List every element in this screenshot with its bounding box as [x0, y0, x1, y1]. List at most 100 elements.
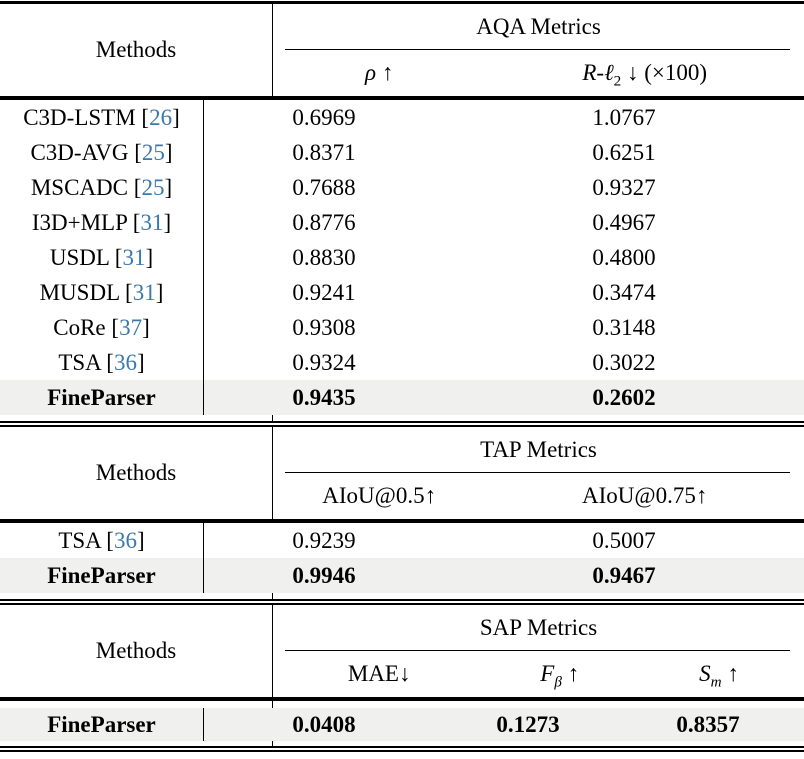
- method-row: USDL [31] 0.8830 0.4800: [0, 240, 804, 275]
- citation-bracket: [: [125, 280, 133, 305]
- citation-bracket: [: [134, 140, 142, 165]
- metric-value: 0.9239: [292, 528, 356, 553]
- method-name: MSCADC: [30, 175, 129, 200]
- column-header-aiou05: AIoU@0.5↑: [322, 483, 437, 508]
- metric-value: 0.6251: [592, 140, 656, 165]
- method-name: TSA: [58, 350, 101, 375]
- method-name-cell: MUSDL [31]: [0, 275, 204, 310]
- metric-value: 0.9946: [292, 563, 356, 588]
- method-name-cell: FineParser: [0, 380, 204, 415]
- method-name-cell: FineParser: [0, 708, 204, 741]
- section-divider-rule: [0, 599, 804, 605]
- citation-link[interactable]: 37: [119, 315, 143, 340]
- metric-value: 0.3148: [592, 315, 656, 340]
- metric-value: 1.0767: [592, 105, 656, 130]
- top-rule: [0, 1, 804, 4]
- method-name-cell: TSA [36]: [0, 523, 204, 558]
- citation-link[interactable]: 25: [141, 140, 165, 165]
- metric-value: 0.9467: [592, 563, 656, 588]
- metric-value: 0.7688: [292, 175, 356, 200]
- citation-link[interactable]: 25: [141, 175, 165, 200]
- citation-link[interactable]: 36: [113, 528, 137, 553]
- cmidrule-aqa: [285, 49, 790, 50]
- citation-link[interactable]: 31: [122, 245, 146, 270]
- citation-link[interactable]: 31: [140, 210, 164, 235]
- citation-link[interactable]: 31: [132, 280, 156, 305]
- method-name: CoRe: [53, 315, 106, 340]
- header-rule-sap: [0, 697, 804, 701]
- method-name: FineParser: [47, 385, 156, 410]
- method-name: MUSDL: [39, 280, 120, 305]
- method-name: FineParser: [47, 563, 156, 588]
- section-aqa: Methods AQA Metrics ρ ↑ R-ℓ2 ↓ (×100) C3…: [0, 4, 804, 421]
- row-gap: [0, 415, 804, 421]
- column-header-sm: Sm ↑: [699, 661, 739, 691]
- row-gap: [0, 741, 804, 746]
- metric-value: 0.8830: [292, 245, 356, 270]
- column-header-r-l2: R-ℓ2 ↓ (×100): [582, 60, 708, 90]
- metric-value: 0.8357: [676, 712, 740, 737]
- methods-label: Methods: [95, 460, 177, 485]
- method-row-highlighted: FineParser 0.0408 0.1273 0.8357: [0, 708, 804, 741]
- group-title-tap: TAP Metrics: [480, 437, 597, 462]
- methods-label: Methods: [95, 37, 177, 62]
- metric-value: 0.4967: [592, 210, 656, 235]
- methods-header-tap: Methods: [0, 427, 273, 519]
- bottom-rule: [0, 746, 804, 752]
- metric-value: 0.0408: [292, 712, 356, 737]
- section-tap: Methods TAP Metrics AIoU@0.5↑ AIoU@0.75↑…: [0, 427, 804, 599]
- citation-bracket: ]: [164, 140, 173, 165]
- row-gap: [0, 701, 804, 708]
- method-row: C3D-LSTM [26] 0.6969 1.0767: [0, 100, 804, 135]
- metric-value: 0.6969: [292, 105, 356, 130]
- up-arrow-icon: ↑: [727, 661, 739, 686]
- down-arrow-icon: ↓: [627, 60, 639, 85]
- section-sap: Methods SAP Metrics MAE↓ Fβ ↑ Sm ↑ FineP…: [0, 605, 804, 746]
- method-row-highlighted: FineParser 0.9435 0.2602: [0, 380, 804, 415]
- header-rule-tap: [0, 519, 804, 523]
- method-name: TSA: [58, 528, 101, 553]
- methods-label: Methods: [95, 638, 177, 663]
- citation-bracket: ]: [155, 280, 164, 305]
- method-name: C3D-LSTM: [23, 105, 136, 130]
- method-row-highlighted: FineParser 0.9946 0.9467: [0, 558, 804, 593]
- citation-bracket: [: [133, 175, 142, 200]
- row-gap: [0, 593, 804, 599]
- citation-bracket: [: [141, 105, 150, 130]
- method-name: FineParser: [47, 712, 156, 737]
- method-name-cell: C3D-AVG [25]: [0, 135, 204, 170]
- metric-value: 0.9324: [292, 350, 356, 375]
- column-header-rho: ρ ↑: [365, 60, 394, 85]
- cmidrule-tap: [285, 472, 790, 473]
- metric-value: 0.5007: [592, 528, 656, 553]
- metric-value: 0.1273: [496, 712, 560, 737]
- method-name-cell: FineParser: [0, 558, 204, 593]
- metric-value: 0.3022: [592, 350, 656, 375]
- citation-bracket: ]: [136, 528, 145, 553]
- method-name: C3D-AVG: [30, 140, 129, 165]
- method-row: C3D-AVG [25] 0.8371 0.6251: [0, 135, 804, 170]
- section-divider-rule: [0, 421, 804, 427]
- methods-header-sap: Methods: [0, 605, 273, 697]
- method-name-cell: CoRe [37]: [0, 310, 204, 345]
- group-title-sap: SAP Metrics: [479, 615, 598, 640]
- citation-bracket: [: [106, 528, 114, 553]
- method-name: I3D+MLP: [31, 210, 128, 235]
- citation-bracket: ]: [142, 315, 150, 340]
- cmidrule-sap: [285, 650, 790, 651]
- group-title-aqa: AQA Metrics: [476, 14, 601, 39]
- up-arrow-icon: ↑: [567, 661, 580, 686]
- citation-bracket: ]: [136, 350, 145, 375]
- method-name: USDL: [49, 245, 110, 270]
- metric-value: 0.2602: [592, 385, 656, 410]
- citation-link[interactable]: 26: [149, 105, 173, 130]
- method-row: CoRe [37] 0.9308 0.3148: [0, 310, 804, 345]
- citation-bracket: [: [114, 245, 123, 270]
- metric-value: 0.8371: [292, 140, 356, 165]
- method-row: MUSDL [31] 0.9241 0.3474: [0, 275, 804, 310]
- citation-link[interactable]: 36: [113, 350, 137, 375]
- metric-value: 0.9435: [292, 385, 356, 410]
- method-row: TSA [36] 0.9239 0.5007: [0, 523, 804, 558]
- citation-bracket: ]: [145, 245, 154, 270]
- methods-header-aqa: Methods: [0, 4, 273, 96]
